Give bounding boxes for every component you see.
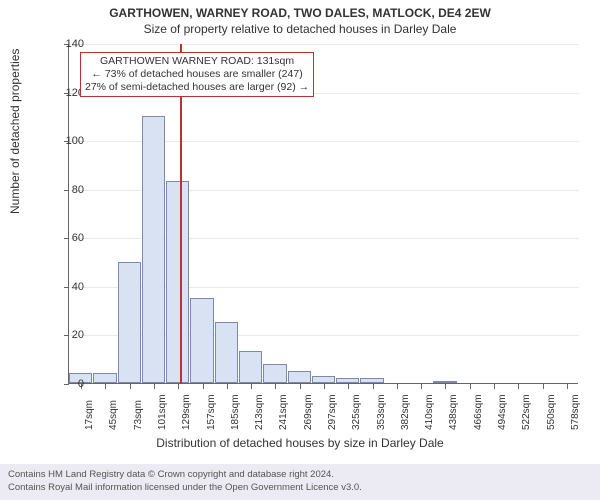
- xtick-label: 241sqm: [278, 370, 289, 430]
- xtick-mark: [445, 384, 446, 389]
- footer-line-2: Contains Royal Mail information licensed…: [8, 482, 592, 494]
- xtick-mark: [397, 384, 398, 389]
- xtick-label: 410sqm: [424, 370, 435, 430]
- xtick-label: 17sqm: [84, 370, 95, 430]
- xtick-mark: [203, 384, 204, 389]
- xtick-label: 269sqm: [303, 370, 314, 430]
- xtick-mark: [373, 384, 374, 389]
- page-title: GARTHOWEN, WARNEY ROAD, TWO DALES, MATLO…: [0, 0, 600, 20]
- xtick-label: 494sqm: [497, 370, 508, 430]
- xtick-label: 466sqm: [473, 370, 484, 430]
- ytick-label: 20: [44, 329, 84, 341]
- xtick-label: 185sqm: [230, 370, 241, 430]
- xtick-mark: [567, 384, 568, 389]
- gridline: [69, 44, 579, 45]
- xtick-label: 353sqm: [376, 370, 387, 430]
- xtick-label: 578sqm: [570, 370, 581, 430]
- ytick-label: 60: [44, 232, 84, 244]
- xtick-mark: [300, 384, 301, 389]
- annotation-line: 27% of semi-detached houses are larger (…: [85, 81, 309, 94]
- xtick-label: 157sqm: [206, 370, 217, 430]
- ytick-label: 100: [44, 135, 84, 147]
- xtick-mark: [251, 384, 252, 389]
- xtick-label: 438sqm: [448, 370, 459, 430]
- xtick-mark: [543, 384, 544, 389]
- subject-annotation: GARTHOWEN WARNEY ROAD: 131sqm← 73% of de…: [80, 52, 314, 97]
- xtick-label: 297sqm: [327, 370, 338, 430]
- footer-line-1: Contains HM Land Registry data © Crown c…: [8, 469, 592, 481]
- xtick-label: 101sqm: [157, 370, 168, 430]
- xtick-label: 550sqm: [546, 370, 557, 430]
- footer-licence: Contains HM Land Registry data © Crown c…: [0, 464, 600, 500]
- xtick-label: 325sqm: [351, 370, 362, 430]
- histogram-bar: [142, 116, 165, 383]
- histogram-bar: [118, 262, 141, 383]
- xtick-mark: [130, 384, 131, 389]
- xtick-label: 73sqm: [133, 370, 144, 430]
- histogram-bar: [166, 181, 189, 383]
- xtick-mark: [348, 384, 349, 389]
- xtick-mark: [494, 384, 495, 389]
- x-axis-label: Distribution of detached houses by size …: [0, 436, 600, 450]
- xtick-mark: [518, 384, 519, 389]
- xtick-mark: [178, 384, 179, 389]
- page-subtitle: Size of property relative to detached ho…: [0, 20, 600, 36]
- xtick-mark: [421, 384, 422, 389]
- xtick-mark: [227, 384, 228, 389]
- xtick-label: 213sqm: [254, 370, 265, 430]
- annotation-line: GARTHOWEN WARNEY ROAD: 131sqm: [85, 55, 309, 68]
- ytick-label: 40: [44, 281, 84, 293]
- ytick-label: 140: [44, 38, 84, 50]
- xtick-label: 45sqm: [108, 370, 119, 430]
- annotation-line: ← 73% of detached houses are smaller (24…: [85, 68, 309, 81]
- xtick-mark: [275, 384, 276, 389]
- ytick-label: 0: [44, 378, 84, 390]
- xtick-mark: [105, 384, 106, 389]
- ytick-label: 80: [44, 184, 84, 196]
- y-axis-label: Number of detached properties: [8, 49, 22, 214]
- ytick-label: 120: [44, 87, 84, 99]
- xtick-mark: [324, 384, 325, 389]
- xtick-label: 382sqm: [400, 370, 411, 430]
- xtick-mark: [154, 384, 155, 389]
- page-root: GARTHOWEN, WARNEY ROAD, TWO DALES, MATLO…: [0, 0, 600, 500]
- xtick-mark: [470, 384, 471, 389]
- xtick-label: 129sqm: [181, 370, 192, 430]
- xtick-label: 522sqm: [521, 370, 532, 430]
